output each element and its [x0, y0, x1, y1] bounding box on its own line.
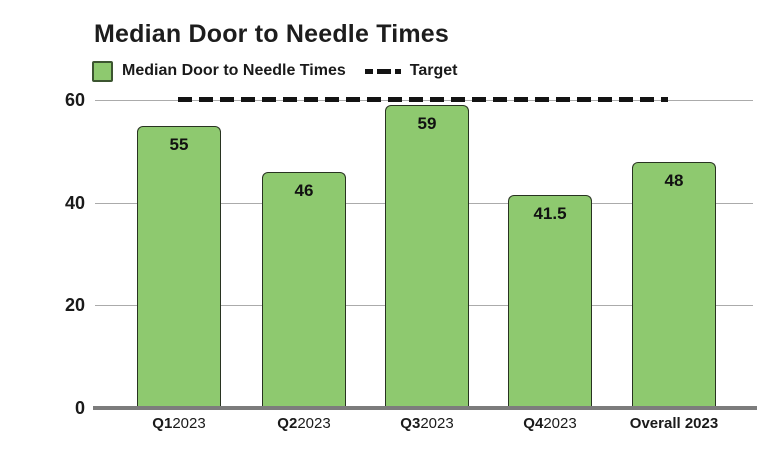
y-tick-label-60: 60	[64, 90, 85, 110]
target-line	[178, 97, 668, 102]
x-tick-bold-text: Q2	[277, 415, 298, 432]
y-tick-label-20: 20	[64, 295, 85, 315]
x-tick-bold-text: Q3	[400, 415, 421, 432]
bar-value-label: 48	[664, 171, 684, 190]
bar-3	[385, 105, 469, 407]
bar-value-label: 46	[294, 181, 314, 200]
x-tick-bold-text: Overall 2023	[629, 415, 719, 432]
x-tick-bold-text: Q1	[152, 415, 173, 432]
series-swatch-icon	[92, 60, 113, 82]
x-tick-bold-text: Q4	[523, 415, 544, 432]
legend-series-label: Median Door to Needle Times	[122, 62, 346, 79]
legend-item-target: Target	[364, 62, 458, 80]
bar-2	[262, 172, 346, 407]
y-tick-label-0: 0	[74, 398, 85, 418]
x-tick-label-5: Overall 2023	[609, 415, 739, 432]
bar-5	[632, 162, 716, 407]
y-tick-label-40: 40	[64, 193, 85, 213]
legend: Median Door to Needle Times Target	[92, 60, 457, 82]
x-axis-line	[93, 406, 757, 410]
bar-value-label: 59	[417, 114, 437, 133]
x-tick-year-text: 2023	[420, 415, 454, 432]
x-tick-label-2: Q22023	[239, 415, 369, 432]
bar-value-label: 55	[169, 135, 189, 154]
chart-title: Median Door to Needle Times	[94, 20, 450, 48]
x-tick-label-1: Q12023	[114, 415, 244, 432]
x-tick-label-4: Q42023	[485, 415, 615, 432]
legend-item-series: Median Door to Needle Times	[92, 60, 346, 82]
target-dash-icon	[364, 68, 401, 74]
bar-1	[137, 126, 221, 407]
legend-target-label: Target	[409, 62, 458, 79]
bar-value-label: 41.5	[533, 204, 567, 223]
x-tick-year-text: 2023	[297, 415, 331, 432]
x-tick-label-3: Q32023	[362, 415, 492, 432]
x-tick-year-text: 2023	[543, 415, 577, 432]
bar-4	[508, 195, 592, 407]
x-tick-year-text: 2023	[172, 415, 206, 432]
